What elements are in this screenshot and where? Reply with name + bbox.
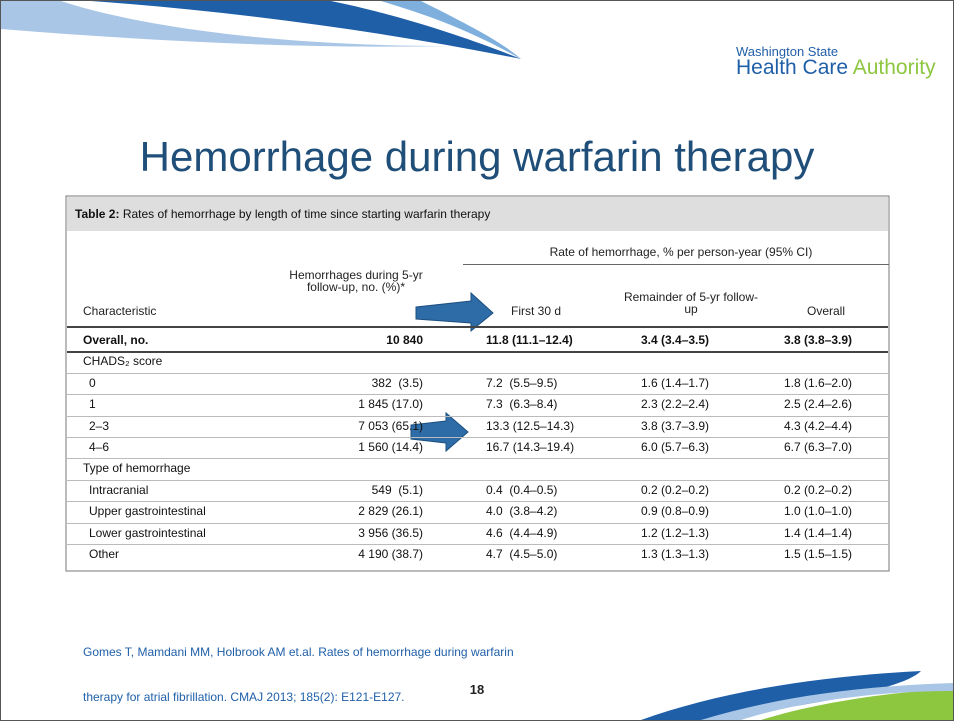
table-cell: 1.6 (1.4–1.7) [641, 375, 710, 390]
swoosh [1, 1, 451, 47]
table-cell: 4.7 (4.5–5.0) [486, 547, 558, 561]
column-header: Remainder of 5-yr follow-up [623, 290, 759, 316]
caption-text: Rates of hemorrhage by length of time si… [122, 207, 491, 221]
table-cell: 7.2 (5.5–9.5) [486, 375, 558, 390]
citation: Gomes T, Mamdani MM, Holbrook AM et.al. … [83, 615, 514, 720]
table-cell: 2.5 (2.4–2.6) [784, 397, 853, 412]
table-cell: 0.2 (0.2–0.2) [784, 482, 853, 497]
table-caption: Table 2: Rates of hemorrhage by length o… [75, 207, 490, 221]
logo-line1: Washington State [736, 44, 839, 59]
rule [67, 351, 888, 354]
row-label: Upper gastrointestinal [89, 504, 206, 519]
table-frame [65, 195, 890, 572]
citation-line: therapy for atrial fibrillation. CMAJ 20… [83, 690, 405, 704]
rule [67, 394, 888, 396]
column-header: Hemorrhages during 5-yr follow-up, no. (… [289, 268, 423, 294]
table-cell: 1.2 (1.2–1.3) [641, 525, 710, 540]
rule [67, 544, 888, 545]
table-cell: 1.3 (1.3–1.3) [641, 547, 710, 561]
table-cell: 1.8 (1.6–2.0) [784, 375, 853, 390]
page-number: 18 [469, 682, 485, 697]
slide-title: Hemorrhage during warfarin therapy [139, 133, 815, 180]
row-label: Type of hemorrhage [83, 461, 191, 476]
rule [67, 458, 888, 460]
rule [67, 437, 888, 438]
column-header: First 30 d [510, 304, 561, 318]
table-cell: 0.2 (0.2–0.2) [641, 482, 710, 497]
rule [463, 264, 889, 265]
logo-text: Authority [852, 56, 936, 79]
swoosh [641, 671, 921, 720]
swoosh [91, 1, 521, 59]
rule [67, 522, 888, 524]
table-cell: 1 560 (14.4) [358, 440, 423, 454]
row-label: Other [89, 547, 120, 561]
rule [67, 501, 888, 503]
column-header: Characteristic [83, 304, 157, 318]
citation-line: Gomes T, Mamdani MM, Holbrook AM et.al. … [83, 645, 514, 659]
row-label: 1 [89, 397, 96, 412]
table-cell: 2.3 (2.2–2.4) [641, 397, 710, 412]
table-cell: 3 956 (36.5) [358, 525, 423, 540]
row-label: Intracranial [89, 482, 149, 497]
table-cell: 382 (3.5) [371, 375, 423, 390]
table-cell: 549 (5.1) [371, 482, 423, 497]
column-header: Overall [806, 304, 845, 318]
table-cell: 13.3 (12.5–14.3) [486, 418, 575, 433]
rule [67, 479, 888, 481]
table-cell: 0.4 (0.4–0.5) [486, 482, 558, 497]
table-cell: 4 190 (38.7) [358, 547, 423, 561]
row-label: 0 [89, 375, 96, 390]
arrow [410, 411, 469, 453]
table-cell: 2 829 (26.1) [358, 504, 423, 519]
caption-label: Table 2: [75, 207, 120, 221]
row-label: 2–3 [89, 418, 110, 433]
table-cell: 6.0 (5.7–6.3) [641, 440, 710, 454]
rule [67, 326, 888, 328]
table-cell: 1 845 (17.0) [358, 397, 423, 412]
table-cell: 3.8 (3.7–3.9) [641, 418, 710, 433]
table-cell: 1.0 (1.0–1.0) [784, 504, 853, 519]
row-label: 4–6 [89, 440, 110, 454]
row-label: CHADS₂ score [83, 354, 163, 369]
table-cell: 16.7 (14.3–19.4) [486, 440, 575, 454]
logo-text: Health Care [736, 56, 853, 79]
table-cell: 6.7 (6.3–7.0) [784, 440, 853, 454]
table-cell: 1.4 (1.4–1.4) [784, 525, 853, 540]
table-cell: 3.4 (3.4–3.5) [641, 333, 710, 347]
group-header: Rate of hemorrhage, % per person-year (9… [549, 245, 813, 259]
arrow [415, 291, 494, 333]
rule [67, 415, 888, 417]
row-label: Overall, no. [83, 333, 149, 347]
row-label: Lower gastrointestinal [89, 525, 206, 540]
logo-line2: Health Care Authority [736, 56, 936, 80]
swoosh [761, 689, 953, 720]
rule [67, 372, 888, 374]
table-cell: 0.9 (0.8–0.9) [641, 504, 710, 519]
table-cell: 3.8 (3.8–3.9) [784, 333, 853, 347]
table-cell: 11.8 (11.1–12.4) [486, 333, 573, 347]
table-cell: 7 053 (65.1) [358, 418, 423, 433]
swoosh [701, 683, 953, 720]
table-cell: 4.0 (3.8–4.2) [486, 504, 558, 519]
table-cell: 4.6 (4.4–4.9) [486, 525, 558, 540]
table-cell: 1.5 (1.5–1.5) [784, 547, 853, 561]
table-cell: 4.3 (4.2–4.4) [784, 418, 853, 433]
caption-bar [67, 197, 888, 231]
table-cell: 10 840 [386, 333, 423, 347]
table-cell: 7.3 (6.3–8.4) [486, 397, 558, 412]
